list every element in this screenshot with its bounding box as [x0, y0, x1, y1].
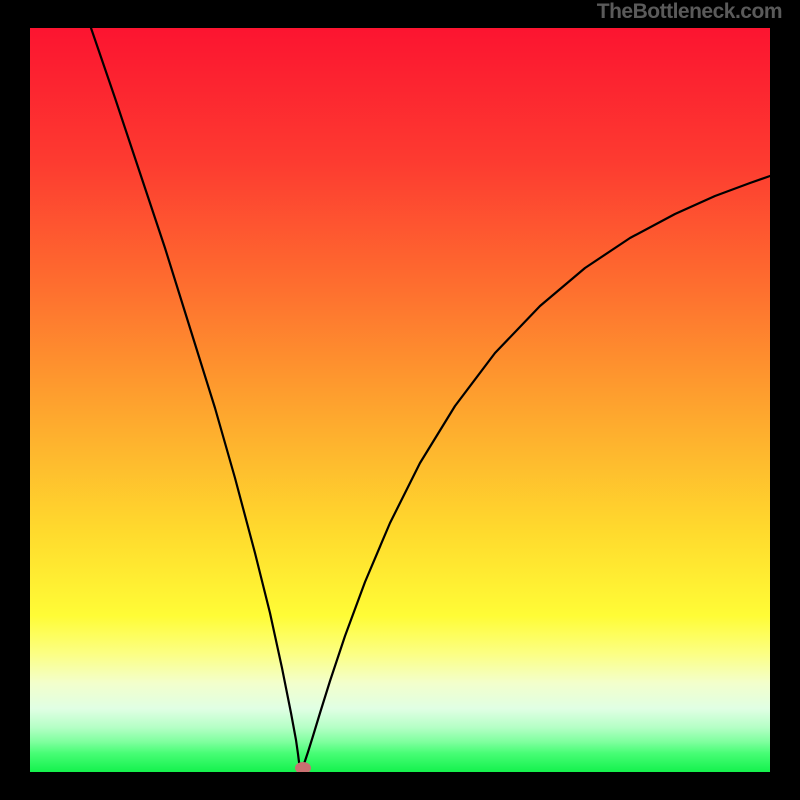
gradient-background [30, 28, 770, 772]
watermark-text: TheBottleneck.com [597, 0, 782, 24]
plot-area [30, 28, 770, 772]
chart-container: TheBottleneck.com [0, 0, 800, 800]
plot-svg [30, 28, 770, 772]
